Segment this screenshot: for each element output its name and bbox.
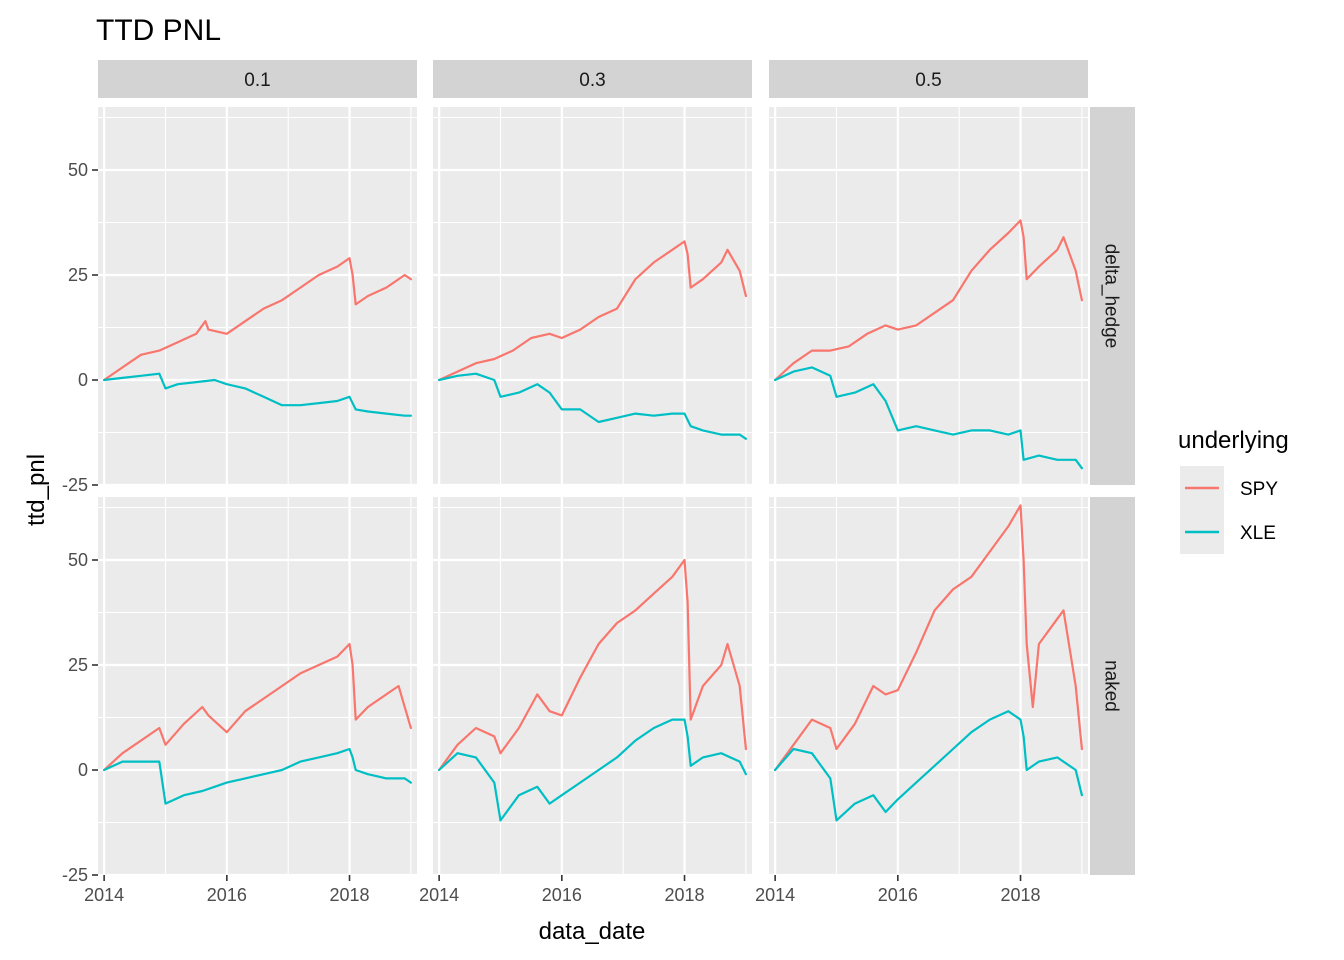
facet-strip-delta-hedge — [1090, 107, 1135, 485]
panel-background — [433, 107, 752, 485]
x-tick-label: 2014 — [84, 885, 124, 905]
facet-strip-label: 0.5 — [915, 70, 941, 91]
y-tick-label: 50 — [68, 550, 88, 570]
panel-0-5-delta-hedge — [769, 107, 1088, 487]
y-tick-label: 50 — [68, 160, 88, 180]
series-line-spy — [103, 642, 412, 772]
facet-strip-label: 0.1 — [244, 70, 270, 91]
x-tick-label: 2016 — [207, 885, 247, 905]
x-axis-title: data_date — [539, 918, 646, 945]
y-tick-label: 0 — [78, 370, 88, 390]
x-tick-label: 2016 — [542, 885, 582, 905]
series-line-xle — [438, 372, 747, 440]
series-line-xle — [774, 710, 1083, 822]
y-tick-label: -25 — [62, 865, 88, 885]
series-line-xle — [103, 372, 412, 417]
x-tick-label: 2014 — [755, 885, 795, 905]
panel-background — [769, 497, 1088, 875]
legend: underlying SPY XLE — [1178, 427, 1289, 554]
series-line-spy — [438, 558, 747, 772]
y-tick-label: -25 — [62, 475, 88, 495]
x-tick-label: 2018 — [329, 885, 369, 905]
y-tick-label: 25 — [68, 655, 88, 675]
series-line-spy — [103, 257, 412, 382]
x-tick-label: 2018 — [1000, 885, 1040, 905]
legend-title: underlying — [1178, 427, 1289, 454]
y-axis-title: ttd_pnl — [23, 454, 50, 526]
series-line-spy — [774, 219, 1083, 382]
legend-label-xle: XLE — [1240, 523, 1276, 544]
chart-title: TTD PNL — [96, 14, 221, 47]
panel-0-1-delta-hedge: -25 0 25 50 — [62, 107, 417, 495]
y-tick-label: 25 — [68, 265, 88, 285]
series-line-xle — [774, 366, 1083, 470]
series-line-spy — [774, 504, 1083, 772]
facet-strip-label: 0.3 — [579, 70, 605, 91]
series-line-xle — [103, 747, 412, 805]
panel-0-5-naked: 2014 2016 2018 — [755, 497, 1088, 905]
panel-background — [98, 497, 417, 875]
facet-strip-label: delta_hedge — [1101, 244, 1122, 349]
x-tick-label: 2016 — [878, 885, 918, 905]
x-tick-label: 2018 — [664, 885, 704, 905]
facet-strip-0-1 — [98, 60, 417, 98]
facet-strip-0-5 — [769, 60, 1088, 98]
panel-0-3-naked: 2014 2016 2018 — [419, 497, 752, 905]
series-line-spy — [438, 240, 747, 382]
series-line-xle — [438, 718, 747, 822]
facet-strip-0-3 — [433, 60, 752, 98]
legend-label-spy: SPY — [1240, 479, 1278, 500]
y-tick-label: 0 — [78, 760, 88, 780]
panel-0-3-delta-hedge — [433, 107, 752, 487]
facet-strip-label: naked — [1101, 660, 1122, 712]
x-tick-label: 2014 — [419, 885, 459, 905]
facet-strip-naked — [1090, 497, 1135, 875]
panel-0-1-naked: -25 0 25 50 2014 2016 2018 — [62, 497, 417, 905]
